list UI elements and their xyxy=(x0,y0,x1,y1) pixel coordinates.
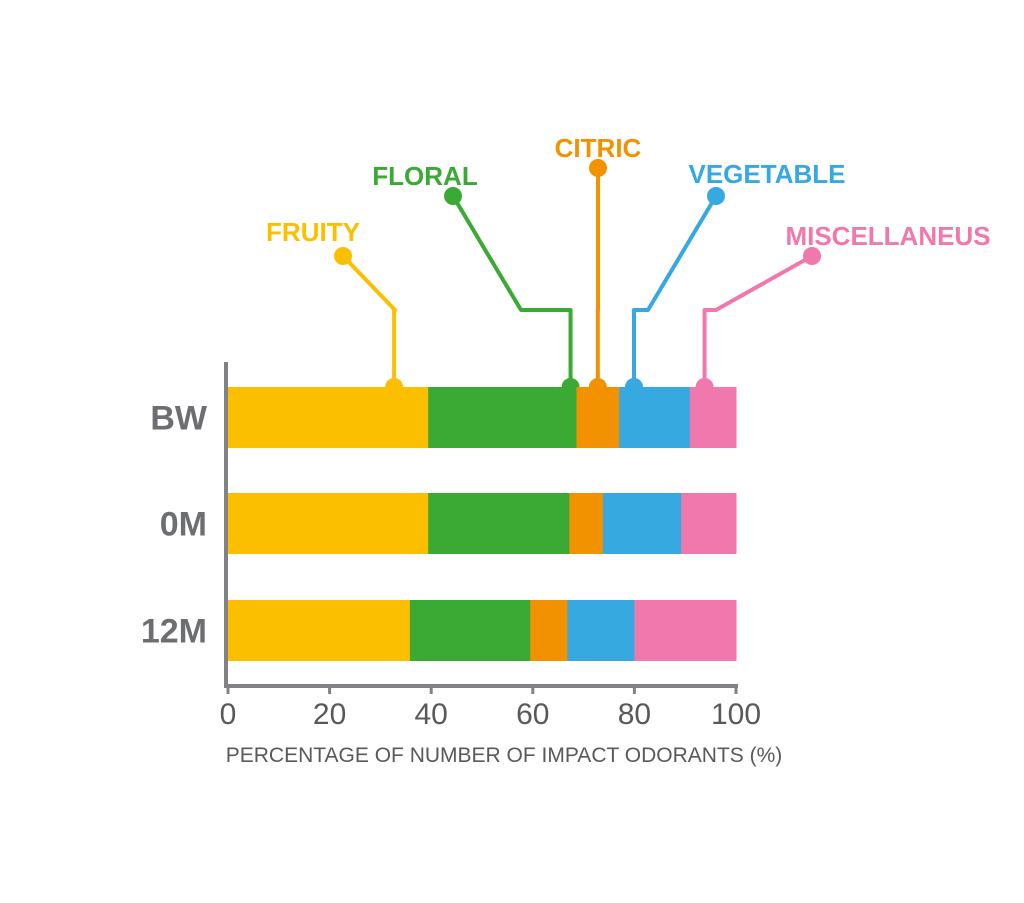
bar-bw-miscellaneus xyxy=(689,387,737,448)
legend-label-citric: CITRIC xyxy=(555,133,642,163)
callout-line-vegetable xyxy=(631,194,718,387)
x-tick-label-40: 40 xyxy=(415,698,448,731)
x-axis-title: PERCENTAGE OF NUMBER OF IMPACT ODORANTS … xyxy=(226,744,783,767)
bar-bw-vegetable xyxy=(619,387,691,448)
callout-dot-fruity xyxy=(334,247,352,265)
bar-0m-miscellaneus xyxy=(681,493,737,554)
legend-label-miscellaneus: MISCELLANEUS xyxy=(785,221,990,251)
bars xyxy=(228,387,737,661)
bar-12m-vegetable xyxy=(567,600,635,661)
bar-0m-citric xyxy=(569,493,604,554)
callout-line-fruity xyxy=(341,254,397,387)
callout-dot-vegetable xyxy=(707,187,725,205)
x-tick-label-80: 80 xyxy=(618,698,651,731)
axes xyxy=(224,362,738,688)
callout-dot-floral xyxy=(444,187,462,205)
x-tick-label-0: 0 xyxy=(220,698,237,731)
callout-dot-citric xyxy=(589,159,607,177)
bar-bw-citric xyxy=(576,387,620,448)
bar-bw-fruity xyxy=(228,387,429,448)
category-label-12m: 12M xyxy=(141,613,207,651)
bar-0m-vegetable xyxy=(602,493,682,554)
legend-label-fruity: FRUITY xyxy=(266,217,360,247)
bar-12m-citric xyxy=(530,600,568,661)
category-label-0m: 0M xyxy=(160,506,207,544)
x-tick-label-100: 100 xyxy=(711,698,761,731)
legend-label-vegetable: VEGETABLE xyxy=(689,159,846,189)
bar-12m-miscellaneus xyxy=(634,600,737,661)
x-ticks: 0 20 40 60 80 100 xyxy=(220,686,761,731)
bar-bw-floral xyxy=(428,387,577,448)
bar-12m-floral xyxy=(409,600,531,661)
x-tick-label-20: 20 xyxy=(313,698,346,731)
category-label-bw: BW xyxy=(150,400,208,438)
callout-line-miscellaneus xyxy=(702,254,813,387)
bar-0m-floral xyxy=(428,493,570,554)
callout-dot-miscellaneus xyxy=(803,247,821,265)
category-labels: BW 0M 12M xyxy=(141,400,208,651)
legend-callouts: FRUITY FLORAL CITRIC VEGETABLE MISCELLANEUS xyxy=(266,133,991,396)
x-tick-label-60: 60 xyxy=(516,698,549,731)
bar-12m-fruity xyxy=(228,600,411,661)
legend-label-floral: FLORAL xyxy=(372,161,478,191)
callout-line-floral xyxy=(451,194,573,387)
bar-0m-fruity xyxy=(228,493,429,554)
